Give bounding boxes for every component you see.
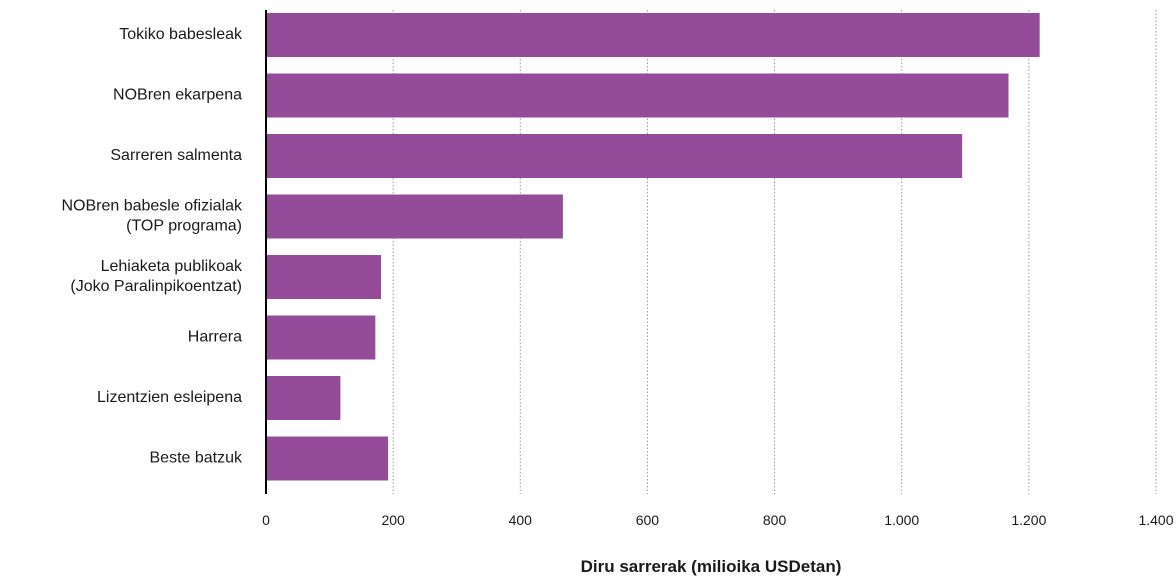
x-tick-label-0: 0 [262, 512, 270, 528]
bar-5 [266, 315, 376, 360]
x-tick-label-2: 400 [509, 512, 533, 528]
category-label-4: Lehiaketa publikoak (Joko Paralinpikoentz… [70, 258, 243, 295]
category-label-line: Harrera [188, 329, 242, 346]
category-label-line: Tokiko babesleak [119, 26, 243, 43]
bar-0 [266, 13, 1040, 57]
x-tick-labels: 0 200 400 600 800 1.000 1.200 1.400 [262, 512, 1174, 528]
category-label-6: Lizentzien esleipena [97, 389, 242, 406]
category-label-3: NOBren babesle ofizialak (TOP programa) [61, 198, 243, 235]
category-label-line: Sarreren salmenta [110, 147, 242, 164]
category-label-line: Beste batzuk [150, 450, 244, 467]
bar-6 [266, 376, 341, 420]
category-label-line: (Joko Paralinpikoentzat) [70, 278, 242, 295]
category-label-0: Tokiko babesleak [119, 26, 243, 43]
bar-7 [266, 436, 389, 481]
category-label-line: Lehiaketa publikoak [101, 258, 243, 275]
bar-4 [266, 255, 382, 299]
category-label-2: Sarreren salmenta [110, 147, 242, 164]
category-label-line: Lizentzien esleipena [97, 389, 242, 406]
bar-1 [266, 73, 1009, 118]
category-labels: Tokiko babesleak NOBren ekarpena Sarreren … [61, 26, 243, 467]
category-label-1: NOBren ekarpena [113, 87, 242, 104]
category-label-line: NOBren babesle ofizialak [61, 198, 243, 215]
x-tick-label-3: 600 [636, 512, 660, 528]
category-label-line: (TOP programa) [126, 218, 242, 235]
bar-3 [266, 194, 563, 239]
category-label-5: Harrera [188, 329, 242, 346]
x-axis-title: Diru sarrerak (milioika USDetan) [581, 557, 842, 576]
bar-2 [266, 134, 963, 178]
x-tick-label-6: 1.200 [1011, 512, 1046, 528]
x-tick-label-4: 800 [763, 512, 787, 528]
x-tick-label-1: 200 [381, 512, 405, 528]
category-label-7: Beste batzuk [150, 450, 244, 467]
bars [266, 13, 1040, 481]
category-label-line: NOBren ekarpena [113, 87, 242, 104]
x-tick-label-7: 1.400 [1138, 512, 1173, 528]
x-tick-label-5: 1.000 [884, 512, 919, 528]
